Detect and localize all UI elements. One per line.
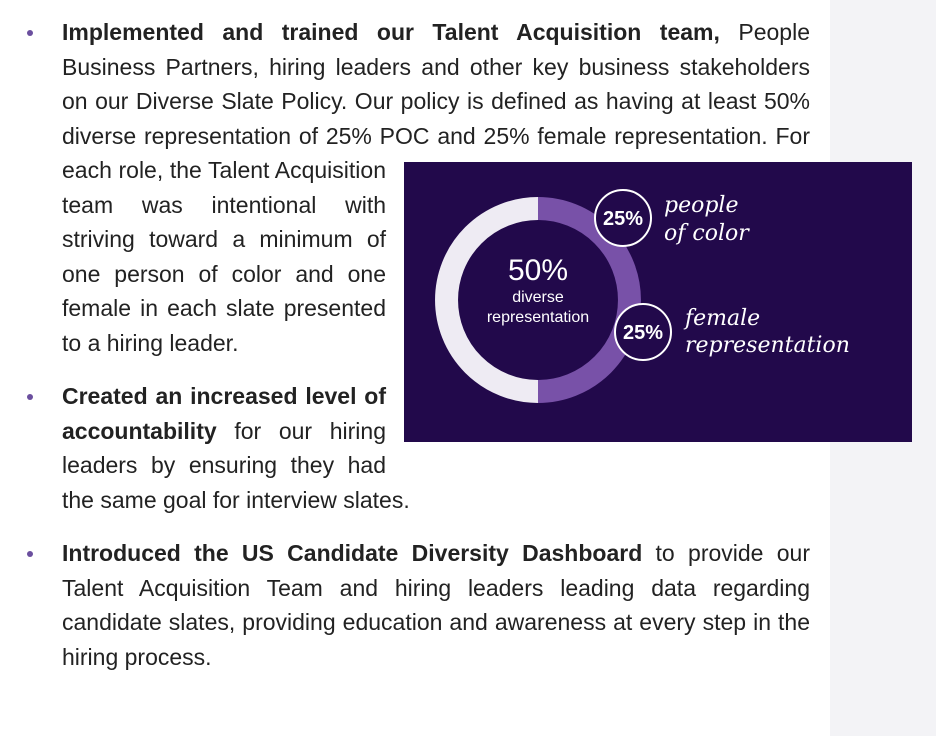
total-label: diverse [512,289,564,306]
bullet-dot [27,394,33,400]
bullet-text: to provide our Talent Acquisition Team a… [62,540,810,670]
bullet-dot [27,551,33,557]
bullet-text: People Business Partners, hiring leaders… [62,19,810,356]
donut-graphic: 50% diverse representation 25% people of… [435,189,850,403]
bullet-item: Created an increased level of accountabi… [27,379,810,517]
bullet-bold: Introduced the US Candidate Diversity Da… [62,540,643,566]
segment-label: representation [685,333,850,358]
ring-left [435,197,539,403]
bullet-item: Implemented and trained our Talent Acqui… [27,15,810,360]
bullet-item: Introduced the US Candidate Diversity Da… [27,536,810,674]
bullet-bold: Created an increased level of accountabi… [62,383,386,444]
badge [594,189,652,247]
bullet-text: for our hiring leaders by ensuring they … [62,417,410,513]
segment-value: 25% [623,322,663,344]
ring-right [537,197,641,403]
segment-value: 25% [603,208,643,230]
segment-label: of color [664,221,750,246]
segment-label: female [683,306,760,331]
total-value: 50% [508,254,568,287]
total-label: representation [487,309,589,326]
bullet-list: 50% diverse representation 25% people of… [27,15,912,693]
bullet-dot [27,30,33,36]
badge [614,303,672,361]
segment-label: people [664,193,739,218]
bullet-bold: Implemented and trained our Talent Acqui… [62,19,720,45]
infographic: 50% diverse representation 25% people of… [404,162,912,442]
